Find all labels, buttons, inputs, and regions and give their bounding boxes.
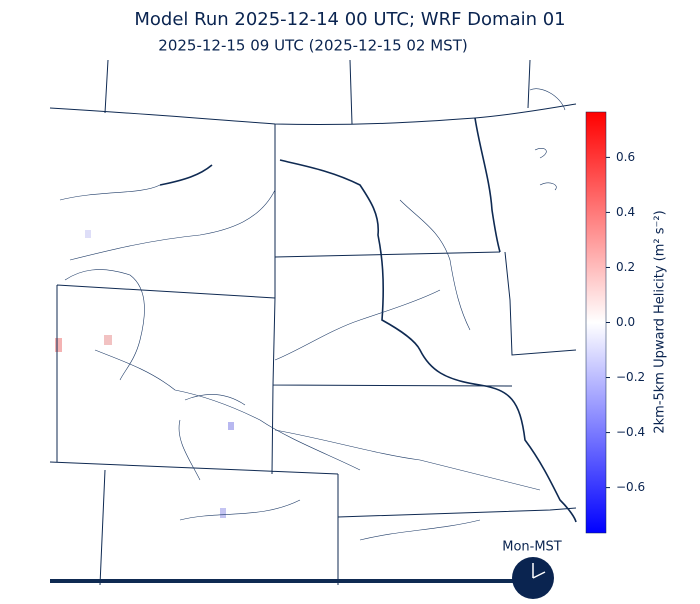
title: Model Run 2025-12-14 00 UTC; WRF Domain … — [134, 9, 565, 30]
colorbar-tick-label: 0.2 — [616, 260, 635, 274]
colorbar — [585, 111, 607, 534]
map — [49, 58, 577, 586]
clock-label: Mon-MST — [502, 540, 562, 555]
clock: Mon-MST — [502, 540, 562, 599]
colorbar-tick-label: 0.0 — [616, 315, 635, 329]
colorbar-label: 2km-5km Upward Helicity (m² s⁻²) — [653, 210, 668, 433]
colorbar-tick-label: 0.6 — [616, 150, 635, 164]
colorbar-tick-label: −0.4 — [616, 425, 645, 439]
colorbar-tick-label: −0.2 — [616, 370, 645, 384]
colorbar-tick-label: 0.4 — [616, 205, 635, 219]
subtitle: 2025-12-15 09 UTC (2025-12-15 02 MST) — [158, 37, 467, 55]
colorbar-tick-label: −0.6 — [616, 480, 645, 494]
